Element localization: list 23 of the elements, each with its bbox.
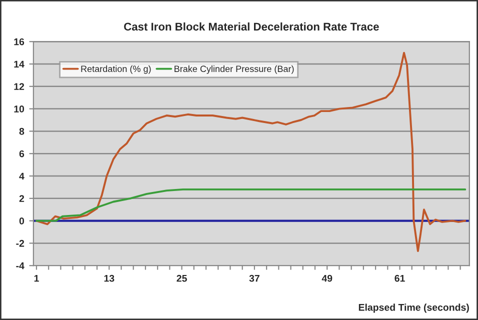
y-tick-label: 8 [19, 128, 24, 135]
x-tick-label: 37 [249, 274, 260, 282]
y-tick-label: 10 [14, 106, 24, 112]
y-tick-label: 14 [14, 60, 24, 68]
x-tick-label: 25 [176, 274, 187, 282]
line-series [36, 188, 466, 222]
line-series [36, 52, 466, 252]
y-tick-label: 0 [19, 218, 24, 224]
y-tick-label: 6 [19, 150, 24, 158]
x-tick-label: 49 [322, 274, 332, 282]
y-tick-label: 4 [19, 172, 24, 180]
y-tick-label: 16 [14, 38, 24, 46]
legend-label: Retardation (% g) [81, 65, 151, 74]
x-tick-label: 61 [394, 274, 405, 282]
y-tick-label: 12 [14, 83, 24, 90]
y-tick-label: 2 [19, 195, 24, 202]
legend-label: Brake Cylinder Pressure (Bar) [174, 65, 294, 74]
x-tick-label: 1 [34, 274, 39, 282]
y-tick-label: -2 [16, 240, 24, 247]
x-tick-label: 13 [104, 274, 114, 282]
y-tick-label: -4 [16, 262, 24, 270]
x-axis-title: Elapsed Time (seconds) [358, 304, 469, 313]
chart-title: Cast Iron Block Material Deceleration Rate Trace [124, 22, 379, 31]
